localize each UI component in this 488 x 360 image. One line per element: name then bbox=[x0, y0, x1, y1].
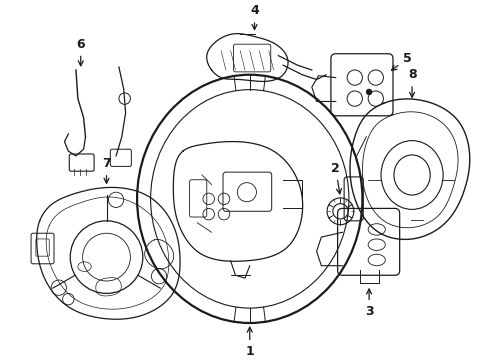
Text: 2: 2 bbox=[331, 162, 341, 194]
Text: 8: 8 bbox=[407, 68, 416, 97]
Text: 6: 6 bbox=[76, 38, 85, 66]
Circle shape bbox=[366, 89, 371, 95]
Text: 5: 5 bbox=[391, 52, 411, 70]
Text: 7: 7 bbox=[102, 157, 111, 183]
Text: 1: 1 bbox=[245, 327, 254, 358]
Text: 4: 4 bbox=[250, 4, 258, 30]
Text: 3: 3 bbox=[364, 289, 373, 318]
